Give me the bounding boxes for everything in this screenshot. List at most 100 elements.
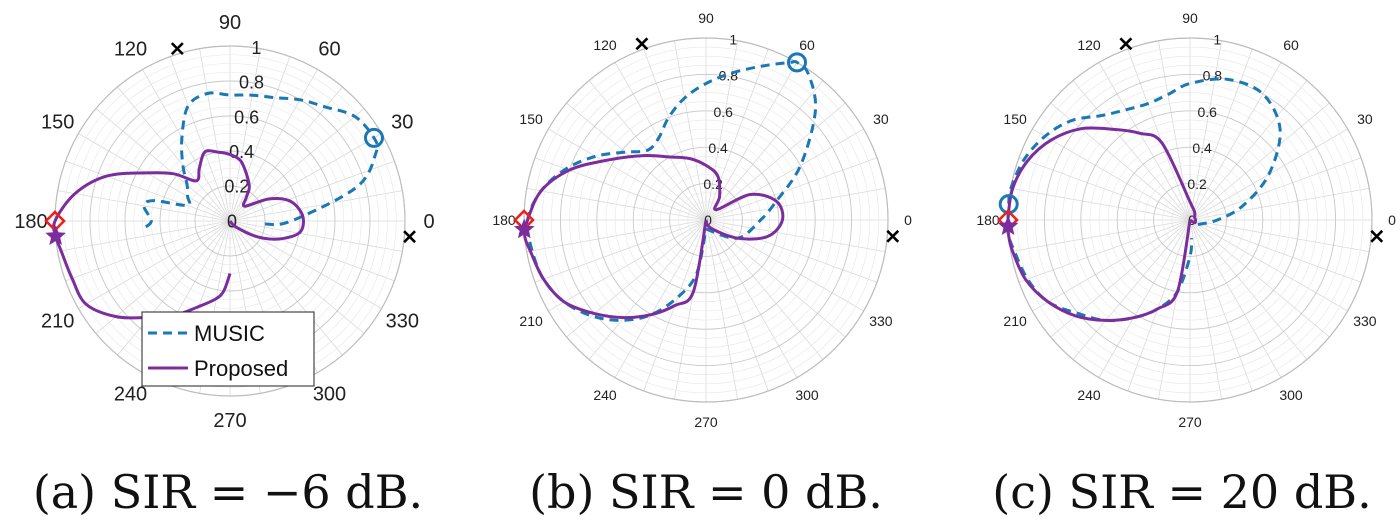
grid-circle (212, 203, 248, 239)
caption-a: (a) SIR = −6 dB. (33, 465, 423, 519)
radial-tick-label: 0.8 (1203, 68, 1223, 84)
polar-panel-b: 030609012015018021024027030033000.20.40.… (492, 10, 912, 430)
interference-marker (635, 37, 649, 51)
angle-tick-label: 60 (318, 39, 340, 61)
legend-box (141, 311, 315, 387)
angle-tick-label: 30 (1357, 111, 1373, 127)
angle-tick-label: 300 (313, 383, 346, 405)
angle-tick-label: 270 (694, 414, 718, 430)
angle-tick-label: 240 (1077, 387, 1101, 403)
grid-circle (623, 137, 789, 303)
grid-circle (678, 192, 734, 248)
grid-circle (605, 119, 807, 321)
grid-circle (1153, 183, 1227, 257)
grid-circle (159, 150, 301, 292)
radial-tick-label: 1 (729, 32, 737, 48)
grid-circle (142, 133, 318, 309)
grid-circle (1116, 146, 1264, 294)
angle-tick-label: 90 (1182, 10, 1198, 26)
angle-tick-label: 210 (1003, 313, 1027, 329)
series-music (525, 59, 818, 322)
grid-circle (669, 183, 743, 257)
interference-marker (1119, 37, 1133, 51)
grid-circle (1107, 137, 1273, 303)
grid-circle (1043, 73, 1337, 367)
radial-tick-label: 1 (1213, 32, 1221, 48)
polar-panel-c: 030609012015018021024027030033000.20.40.… (976, 10, 1396, 430)
grid-circle (641, 156, 770, 285)
angle-tick-label: 300 (795, 387, 819, 403)
angle-tick-label: 90 (219, 12, 241, 34)
grid-circle (203, 194, 257, 248)
angle-tick-label: 60 (1283, 37, 1299, 53)
angle-tick-label: 30 (873, 111, 889, 127)
grid-circle (578, 92, 834, 348)
music-peak-marker (787, 52, 807, 73)
grid-circle (559, 73, 853, 367)
interference-marker (1370, 229, 1384, 243)
angle-tick-label: 300 (1279, 387, 1303, 403)
grid-circle (185, 176, 275, 266)
angle-tick-label: 0 (904, 212, 912, 228)
angle-tick-label: 120 (1077, 37, 1101, 53)
angle-tick-label: 240 (114, 383, 147, 405)
grid-circle (550, 65, 861, 375)
angle-tick-label: 330 (386, 311, 419, 333)
grid-circle (596, 110, 816, 330)
legend-label-proposed: Proposed (194, 356, 288, 381)
proposed-peak-marker (45, 225, 66, 245)
series-proposed (52, 149, 305, 320)
angle-tick-label: 120 (114, 39, 147, 61)
radial-tick-label: 0 (704, 212, 712, 228)
angle-tick-label: 60 (799, 37, 815, 53)
grid-circle (168, 159, 292, 283)
series-proposed (523, 154, 785, 320)
angle-tick-label: 150 (1003, 111, 1027, 127)
angle-tick-label: 0 (1388, 212, 1396, 228)
angle-tick-label: 330 (869, 313, 893, 329)
grid-circle (1126, 156, 1255, 285)
grid-circle (1144, 174, 1236, 266)
grid-circle (194, 185, 266, 257)
polar-panel-a: 030609012015018021024027030033000.20.40.… (14, 12, 434, 432)
radial-tick-label: 1 (251, 38, 261, 58)
angle-tick-label: 0 (423, 211, 434, 233)
interference-marker (886, 229, 900, 243)
grid-circle (687, 201, 725, 239)
legend-label-music: MUSIC (194, 321, 265, 346)
angle-tick-label: 150 (41, 112, 74, 134)
angle-tick-label: 120 (593, 37, 617, 53)
radial-tick-label: 0.2 (224, 177, 249, 197)
radial-tick-label: 0.6 (1197, 104, 1217, 120)
series-music (1006, 77, 1282, 323)
grid-circle (1098, 128, 1282, 312)
radial-tick-label: 0.4 (708, 140, 728, 156)
proposed-peak-marker (513, 218, 535, 239)
series-music (141, 91, 379, 230)
caption-b: (b) SIR = 0 dB. (529, 465, 883, 519)
grid-circle (660, 174, 752, 266)
angle-tick-label: 210 (41, 311, 74, 333)
grid-circle (220, 211, 240, 231)
radial-tick-label: 0.4 (229, 142, 254, 162)
angle-tick-label: 180 (976, 212, 1000, 228)
grid-circle (541, 55, 871, 385)
grid-circle (1089, 119, 1291, 321)
music-peak-marker (363, 127, 384, 148)
radial-tick-label: 0.2 (1187, 176, 1207, 192)
interference-marker (403, 230, 416, 244)
grid-circle (1025, 55, 1355, 385)
angle-tick-label: 30 (391, 112, 413, 134)
grid-circle (1080, 110, 1300, 330)
radial-tick-label: 0.4 (1192, 140, 1212, 156)
series-proposed (1006, 126, 1198, 322)
proposed-peak-marker (997, 215, 1019, 236)
grid-circle (1062, 92, 1318, 348)
caption-c: (c) SIR = 20 dB. (992, 465, 1371, 519)
grid-circle (1071, 101, 1309, 339)
grid-circle (1135, 165, 1245, 275)
angle-tick-label: 180 (14, 211, 47, 233)
grid-circle (614, 128, 798, 312)
angle-tick-label: 240 (593, 387, 617, 403)
radial-tick-label: 0.8 (239, 73, 264, 93)
